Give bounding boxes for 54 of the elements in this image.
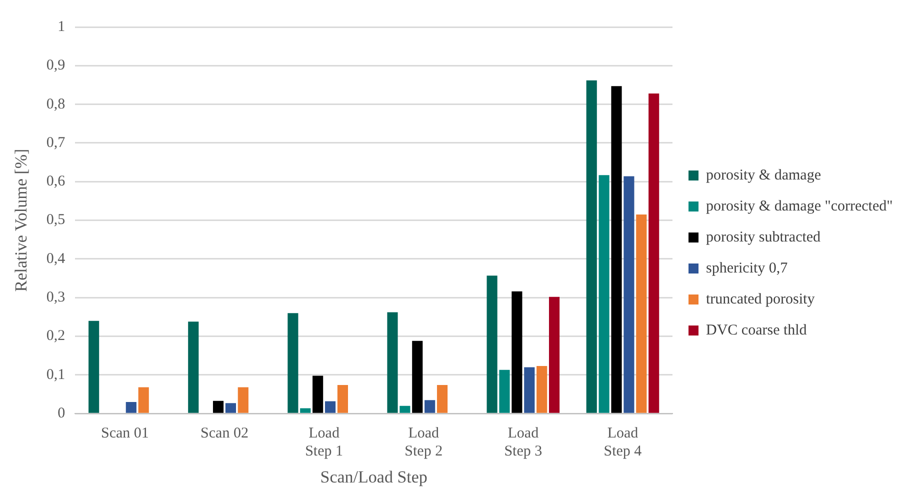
bar bbox=[499, 370, 510, 413]
bar bbox=[611, 86, 622, 413]
bar bbox=[212, 400, 224, 413]
bar bbox=[636, 214, 647, 413]
x-tick-label: Scan 02 bbox=[200, 426, 248, 442]
bar bbox=[238, 387, 248, 413]
bar bbox=[88, 320, 100, 413]
bar bbox=[387, 312, 398, 413]
x-tick-label: Load Step 1 bbox=[305, 426, 344, 460]
y-tick-label: 0,4 bbox=[46, 250, 66, 267]
bar bbox=[337, 384, 348, 413]
legend-label: sphericity 0,7 bbox=[706, 260, 788, 276]
legend-label: truncated porosity bbox=[706, 291, 816, 308]
x-tick-label: Load Step 3 bbox=[504, 426, 542, 460]
bar bbox=[536, 366, 548, 413]
y-tick-label: 0,1 bbox=[46, 366, 66, 383]
x-tick-label: Scan 01 bbox=[100, 426, 149, 442]
y-axis-title: Relative Volume [%] bbox=[12, 148, 31, 292]
bar bbox=[138, 387, 149, 413]
legend-label: DVC coarse thld bbox=[706, 322, 808, 338]
y-tick-label: 0 bbox=[58, 406, 66, 422]
bar bbox=[324, 401, 336, 413]
bar bbox=[598, 175, 610, 413]
bar bbox=[512, 291, 522, 413]
bar bbox=[486, 276, 498, 413]
bar bbox=[288, 313, 298, 413]
y-tick-label: 0,8 bbox=[46, 96, 66, 112]
y-tick-label: 0,6 bbox=[46, 174, 66, 190]
y-tick-label: 0,2 bbox=[46, 328, 66, 344]
bar bbox=[586, 80, 597, 413]
bar bbox=[126, 402, 136, 413]
y-tick-label: 1 bbox=[58, 18, 66, 35]
bar bbox=[412, 340, 423, 413]
bar bbox=[436, 384, 448, 413]
bar bbox=[524, 367, 535, 413]
bar bbox=[624, 176, 634, 413]
y-tick-label: 0,7 bbox=[46, 134, 66, 151]
bar bbox=[312, 376, 324, 413]
y-tick-label: 0,5 bbox=[46, 212, 66, 228]
legend-label: porosity & damage "corrected" bbox=[706, 198, 893, 214]
bar bbox=[300, 408, 311, 413]
x-axis-title: Scan/Load Step bbox=[320, 467, 428, 486]
legend-label: porosity subtracted bbox=[706, 229, 822, 246]
x-tick-label: Load Step 4 bbox=[604, 426, 642, 460]
bar bbox=[548, 296, 560, 413]
legend-label: porosity & damage bbox=[706, 167, 822, 184]
bar bbox=[188, 322, 199, 413]
x-tick-label: Load Step 2 bbox=[404, 426, 443, 460]
bar bbox=[400, 406, 410, 413]
bar bbox=[225, 403, 236, 413]
y-tick-label: 0,3 bbox=[46, 290, 66, 306]
y-tick-label: 0,9 bbox=[46, 58, 66, 74]
bar bbox=[424, 400, 436, 413]
bar bbox=[648, 93, 660, 413]
